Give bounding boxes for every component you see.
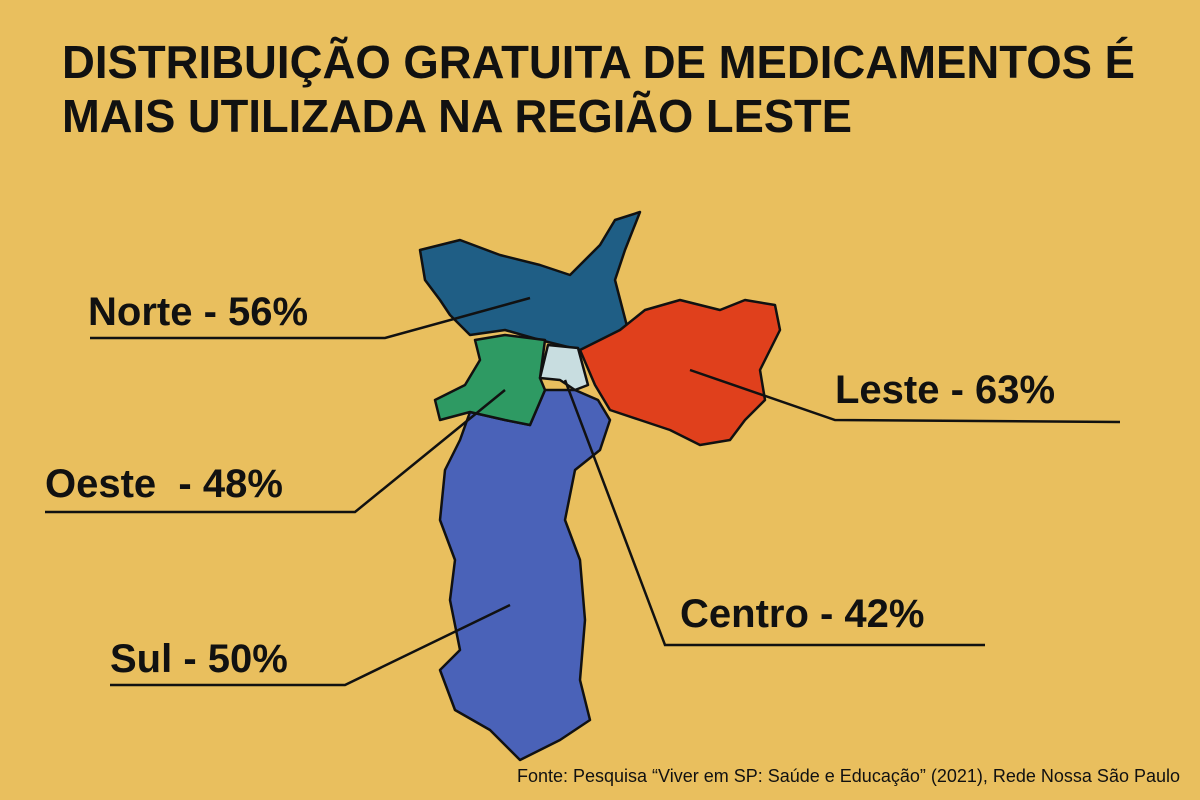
title-line: MAIS UTILIZADA NA REGIÃO LESTE — [62, 90, 852, 142]
leader-line — [563, 379, 985, 647]
region-label: Leste - 63% — [835, 368, 1055, 412]
region-label: Sul - 50% — [110, 637, 288, 681]
map — [418, 210, 782, 762]
region-oeste — [433, 333, 547, 427]
region-label: Norte - 56% — [88, 290, 308, 334]
leader-line — [90, 296, 531, 340]
leader-line — [45, 389, 506, 514]
region-label: Oeste - 48% — [45, 462, 283, 506]
region-leste — [578, 298, 782, 447]
region-sul — [438, 388, 612, 762]
title-line: DISTRIBUIÇÃO GRATUITA DE MEDICAMENTOS É — [62, 36, 1135, 88]
region-centro — [538, 343, 590, 392]
region-label: Centro - 42% — [680, 592, 925, 636]
leader-line — [110, 603, 511, 687]
source: Fonte: Pesquisa “Viver em SP: Saúde e Ed… — [517, 766, 1180, 786]
leader-line — [689, 368, 1121, 424]
